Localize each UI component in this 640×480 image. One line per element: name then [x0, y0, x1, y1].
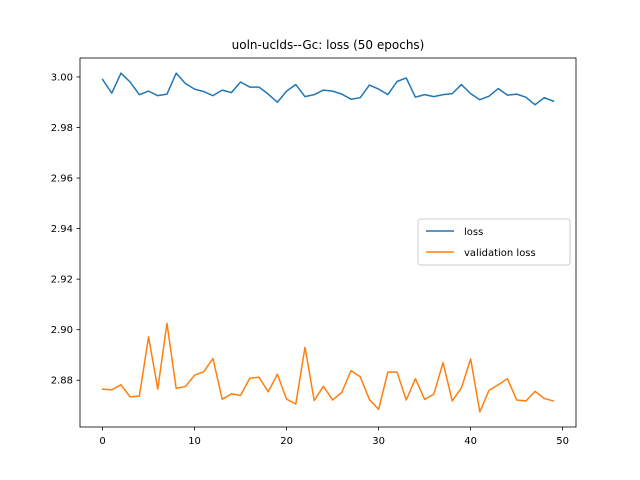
y-tick-label: 2.90 [51, 325, 73, 336]
y-tick-label: 2.98 [51, 123, 73, 134]
axes: 0 10 20 30 40 50 2.88 2.90 2.92 2.94 2.96 2.98 3.00 [51, 57, 577, 447]
y-tick-label: 2.96 [51, 174, 73, 185]
x-tick-label: 40 [464, 436, 477, 447]
axes-frame [79, 57, 577, 428]
legend-label: validation loss [464, 248, 536, 259]
legend-box [417, 218, 571, 266]
x-tick-label: 10 [188, 436, 201, 447]
series-line-validation-loss [101, 322, 555, 413]
x-tick-label: 50 [556, 436, 569, 447]
legend: loss validation loss [417, 218, 571, 266]
series-line-loss [101, 72, 555, 106]
y-tick-label: 3.00 [51, 72, 73, 83]
y-tick-label: 2.88 [51, 376, 73, 387]
x-tick-label: 30 [372, 436, 385, 447]
y-tick-label: 2.94 [51, 224, 73, 235]
legend-label: loss [464, 227, 483, 238]
x-tick-label: 0 [99, 436, 105, 447]
chart-title: uoln-uclds--Gc: loss (50 epochs) [232, 38, 425, 52]
y-tick-label: 2.92 [51, 275, 73, 286]
plot-area [101, 72, 555, 413]
x-tick-label: 20 [280, 436, 293, 447]
